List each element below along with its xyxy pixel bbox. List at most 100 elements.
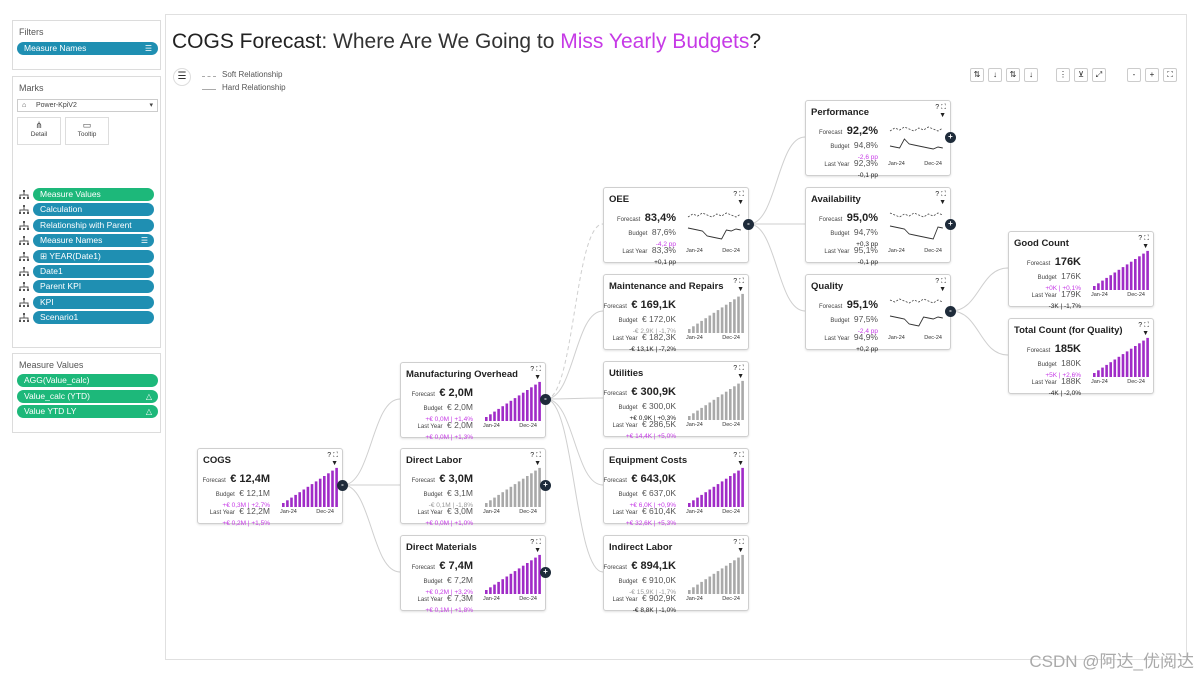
expand-icon[interactable]: ⛶ (739, 191, 744, 198)
expand-icon[interactable]: ⛶ (941, 104, 946, 111)
filter-icon[interactable]: ▼ (939, 199, 946, 206)
collapse-node-button[interactable]: - (743, 219, 754, 230)
expand-icon[interactable]: ⛶ (739, 365, 744, 372)
help-icon[interactable]: ? (530, 366, 535, 373)
kpi-card[interactable]: Maintenance and Repairs? ⛶ ▼ Forecast € 16… (603, 274, 749, 353)
card-actions[interactable]: ? ⛶ ▼ (1138, 322, 1149, 338)
expand-node-button[interactable]: + (945, 219, 956, 230)
filter-icon[interactable]: ▼ (737, 460, 744, 467)
measure-value-pill[interactable]: Value YTD LY △ (17, 405, 158, 418)
card-actions[interactable]: ? ⛶ ▼ (327, 452, 338, 468)
expand-icon[interactable]: ⛶ (1144, 235, 1149, 242)
menu-button[interactable]: ☰ (173, 68, 191, 86)
filter-icon[interactable]: ▼ (737, 199, 744, 206)
measure-value-pill[interactable]: AGG(Value_calc) (17, 374, 158, 387)
expand-icon[interactable]: ⛶ (739, 539, 744, 546)
fullscreen-icon[interactable]: ⤢ (1092, 68, 1106, 82)
mark-type-dropdown[interactable]: ⌂ Power-KpiV2 ▾ (17, 99, 158, 112)
kpi-card[interactable]: Availability? ⛶ ▼ Forecast 95,0% Budget 94,… (805, 187, 951, 266)
sort-asc-icon[interactable]: ⇅ (970, 68, 984, 82)
kpi-card[interactable]: Performance? ⛶ ▼ Forecast 92,2% Budget 94,8… (805, 100, 951, 179)
card-actions[interactable]: ? ⛶ ▼ (733, 539, 744, 555)
help-icon[interactable]: ? (733, 539, 738, 546)
filter-icon[interactable]: ▼ (737, 547, 744, 554)
expand-icon[interactable]: ⛶ (941, 278, 946, 285)
marks-field-pill[interactable]: Relationship with Parent (33, 218, 154, 232)
measure-value-pill[interactable]: Value_calc (YTD) △ (17, 389, 158, 403)
filter-icon[interactable]: ▼ (534, 374, 541, 381)
detail-button[interactable]: ⋔ Detail (17, 117, 61, 145)
kpi-card[interactable]: Indirect Labor? ⛶ ▼ Forecast € 894,1K Budge… (603, 535, 749, 614)
card-actions[interactable]: ? ⛶ ▼ (733, 365, 744, 381)
help-icon[interactable]: ? (935, 104, 940, 111)
marks-field-pill[interactable]: Measure Names ☰ (33, 234, 154, 248)
collapse-node-button[interactable]: - (945, 306, 956, 317)
kpi-card[interactable]: Direct Materials? ⛶ ▼ Forecast € 7,4M Budge… (400, 535, 546, 614)
filter-icon[interactable]: ▼ (331, 460, 338, 467)
fit-icon[interactable]: ⛶ (1163, 68, 1177, 82)
help-icon[interactable]: ? (530, 539, 535, 546)
kpi-card[interactable]: Equipment Costs? ⛶ ▼ Forecast € 643,0K Budg… (603, 448, 749, 527)
filter-icon[interactable]: ▼ (534, 547, 541, 554)
expand-node-button[interactable]: + (540, 567, 551, 578)
help-icon[interactable]: ? (935, 278, 940, 285)
marks-field-pill[interactable]: Measure Values (33, 188, 154, 201)
tooltip-button[interactable]: ▭ Tooltip (65, 117, 109, 145)
expand-icon[interactable]: ⛶ (941, 191, 946, 198)
card-actions[interactable]: ? ⛶ ▼ (733, 191, 744, 207)
filter-icon[interactable]: ▼ (939, 112, 946, 119)
expand-icon[interactable]: ⛶ (1144, 322, 1149, 329)
filter-icon[interactable]: ▼ (737, 373, 744, 380)
kpi-card[interactable]: Manufacturing Overhead? ⛶ ▼ Forecast € 2,0… (400, 362, 546, 441)
marks-field-pill[interactable]: KPI (33, 295, 154, 309)
kpi-card[interactable]: Total Count (for Quality)? ⛶ ▼ Forecast 18… (1008, 318, 1154, 397)
marks-field-pill[interactable]: Parent KPI (33, 280, 154, 294)
marks-field-pill[interactable]: ⊞ YEAR(Date1) (33, 249, 154, 263)
help-icon[interactable]: ? (1138, 235, 1143, 242)
filter-icon[interactable]: ⊻ (1074, 68, 1088, 82)
card-actions[interactable]: ? ⛶ ▼ (530, 366, 541, 382)
kpi-card[interactable]: Quality? ⛶ ▼ Forecast 95,1% Budget 97,5% -2,… (805, 274, 951, 353)
marks-field-pill[interactable]: Scenario1 (33, 311, 154, 325)
zoom-in-icon[interactable]: + (1145, 68, 1159, 82)
filter-icon[interactable]: ▼ (939, 286, 946, 293)
grid-icon[interactable]: ⋮ (1056, 68, 1070, 82)
expand-icon[interactable]: ⛶ (739, 278, 744, 285)
collapse-node-button[interactable]: - (540, 394, 551, 405)
help-icon[interactable]: ? (327, 452, 332, 459)
expand-icon[interactable]: ⛶ (536, 366, 541, 373)
card-actions[interactable]: ? ⛶ ▼ (935, 104, 946, 120)
sort-asc-icon[interactable]: ⇅ (1006, 68, 1020, 82)
kpi-card[interactable]: Good Count? ⛶ ▼ Forecast 176K Budget 176K +0… (1008, 231, 1154, 310)
filter-icon[interactable]: ▼ (1142, 330, 1149, 337)
help-icon[interactable]: ? (733, 452, 738, 459)
card-actions[interactable]: ? ⛶ ▼ (733, 452, 744, 468)
expand-icon[interactable]: ⛶ (536, 539, 541, 546)
help-icon[interactable]: ? (733, 191, 738, 198)
marks-field-pill[interactable]: Date1 (33, 265, 154, 278)
help-icon[interactable]: ? (733, 278, 738, 285)
help-icon[interactable]: ? (935, 191, 940, 198)
card-actions[interactable]: ? ⛶ ▼ (935, 278, 946, 294)
card-actions[interactable]: ? ⛶ ▼ (935, 191, 946, 207)
filter-icon[interactable]: ▼ (737, 286, 744, 293)
card-actions[interactable]: ? ⛶ ▼ (530, 452, 541, 468)
card-actions[interactable]: ? ⛶ ▼ (530, 539, 541, 555)
card-actions[interactable]: ? ⛶ ▼ (1138, 235, 1149, 251)
kpi-card[interactable]: Direct Labor? ⛶ ▼ Forecast € 3,0M Budget € … (400, 448, 546, 527)
collapse-node-button[interactable]: - (337, 480, 348, 491)
expand-node-button[interactable]: + (540, 480, 551, 491)
expand-icon[interactable]: ⛶ (536, 452, 541, 459)
expand-icon[interactable]: ⛶ (739, 452, 744, 459)
kpi-card[interactable]: OEE? ⛶ ▼ Forecast 83,4% Budget 87,6% -4,2 pp… (603, 187, 749, 266)
kpi-card[interactable]: Utilities? ⛶ ▼ Forecast € 300,9K Budget € 3… (603, 361, 749, 440)
help-icon[interactable]: ? (733, 365, 738, 372)
kpi-card[interactable]: COGS? ⛶ ▼ Forecast € 12,4M Budget € 12,1M +€… (197, 448, 343, 527)
filter-icon[interactable]: ▼ (534, 460, 541, 467)
marks-field-pill[interactable]: Calculation (33, 203, 154, 217)
sort-desc-icon[interactable]: ↓ (988, 68, 1002, 82)
filter-icon[interactable]: ▼ (1142, 243, 1149, 250)
sort-desc-icon[interactable]: ↓ (1024, 68, 1038, 82)
card-actions[interactable]: ? ⛶ ▼ (733, 278, 744, 294)
expand-node-button[interactable]: + (945, 132, 956, 143)
